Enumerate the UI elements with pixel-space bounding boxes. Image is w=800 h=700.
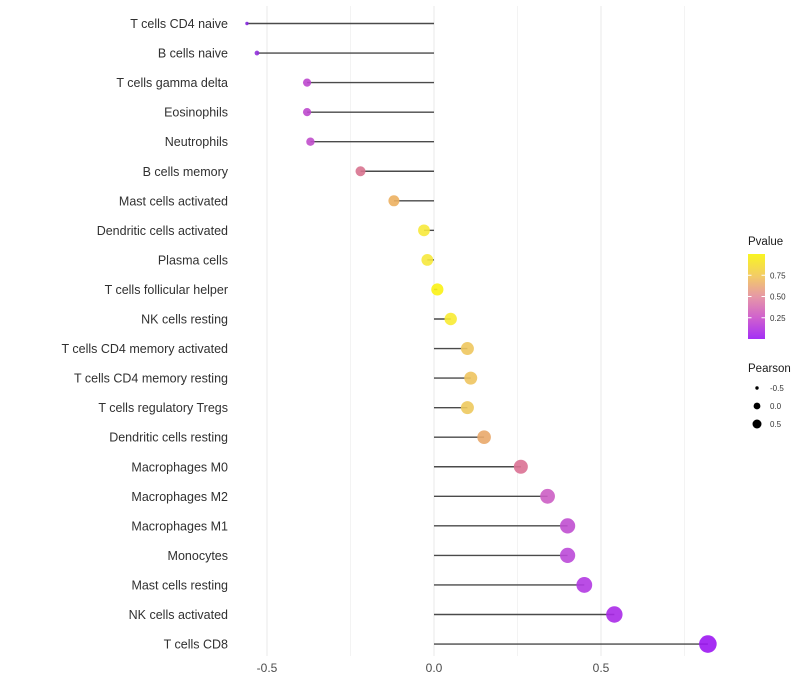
category-label: Macrophages M2 [131,490,228,504]
gridlines [266,6,685,656]
data-point [560,518,576,534]
category-label: Macrophages M1 [131,519,228,533]
category-label: T cells CD4 naive [130,17,228,31]
data-point [464,371,478,385]
category-label: T cells gamma delta [116,76,228,90]
category-label: Mast cells activated [119,194,228,208]
pvalue-colorbar [748,254,765,339]
category-label: B cells naive [158,47,228,61]
data-point [444,312,457,326]
pearson-size-group: -0.5 0.0 0.5 [752,384,784,429]
size-legend-label: 0.0 [770,402,782,411]
data-point [355,166,366,177]
data-point [460,401,474,415]
category-label: Dendritic cells activated [97,224,228,238]
data-point [540,488,555,504]
data-point [421,254,434,266]
data-point [431,283,444,296]
pvalue-tick-label: 0.50 [770,293,786,302]
data-point [306,137,315,146]
pvalue-colorbar-group: 0.75 0.50 0.25 [748,254,786,339]
size-legend-dot [753,402,761,410]
x-tick-label: -0.5 [257,661,278,675]
pvalue-tick-label: 0.25 [770,314,786,323]
category-label: Mast cells resting [131,578,228,592]
data-point [477,430,491,445]
category-label: T cells CD8 [164,638,228,652]
pvalue-tick-label: 0.75 [770,271,786,280]
data-point [302,108,312,117]
data-point [418,224,430,237]
pvalue-legend-title: Pvalue [748,236,783,248]
category-label: Monocytes [168,549,228,563]
data-point [513,459,528,474]
data-point [254,50,260,56]
size-legend-dot [752,419,762,429]
category-label: Plasma cells [158,253,228,267]
category-axis: T cells CD4 naive B cells naive T cells ga… [62,17,229,652]
x-axis: -0.5 0.0 0.5 [257,661,610,675]
legend: Pvalue 0.75 0.50 0.25 Pearson -0.5 0.0 0.5 [748,236,791,429]
category-label: Dendritic cells resting [109,431,228,445]
data-point [245,21,249,26]
category-label: B cells memory [143,165,229,179]
data-point [606,606,623,623]
category-label: T cells follicular helper [105,283,228,297]
category-label: Macrophages M0 [131,460,228,474]
size-legend-dot [755,386,759,390]
category-label: Neutrophils [165,135,228,149]
x-tick-label: 0.5 [593,661,610,675]
size-legend-label: 0.5 [770,420,782,429]
stems-and-dots [245,21,717,653]
category-label: T cells regulatory Tregs [98,401,228,415]
data-point [460,342,474,356]
size-legend-label: -0.5 [770,384,784,393]
data-point [576,577,593,593]
category-label: T cells CD4 memory activated [62,342,229,356]
x-tick-label: 0.0 [426,661,443,675]
data-point [388,195,400,207]
data-point [302,78,312,87]
data-point [560,547,576,564]
data-point [699,635,717,653]
category-label: NK cells resting [141,313,228,327]
category-label: Eosinophils [164,106,228,120]
pearson-legend-title: Pearson [748,363,791,375]
category-label: NK cells activated [129,608,228,622]
category-label: T cells CD4 memory resting [74,372,228,386]
